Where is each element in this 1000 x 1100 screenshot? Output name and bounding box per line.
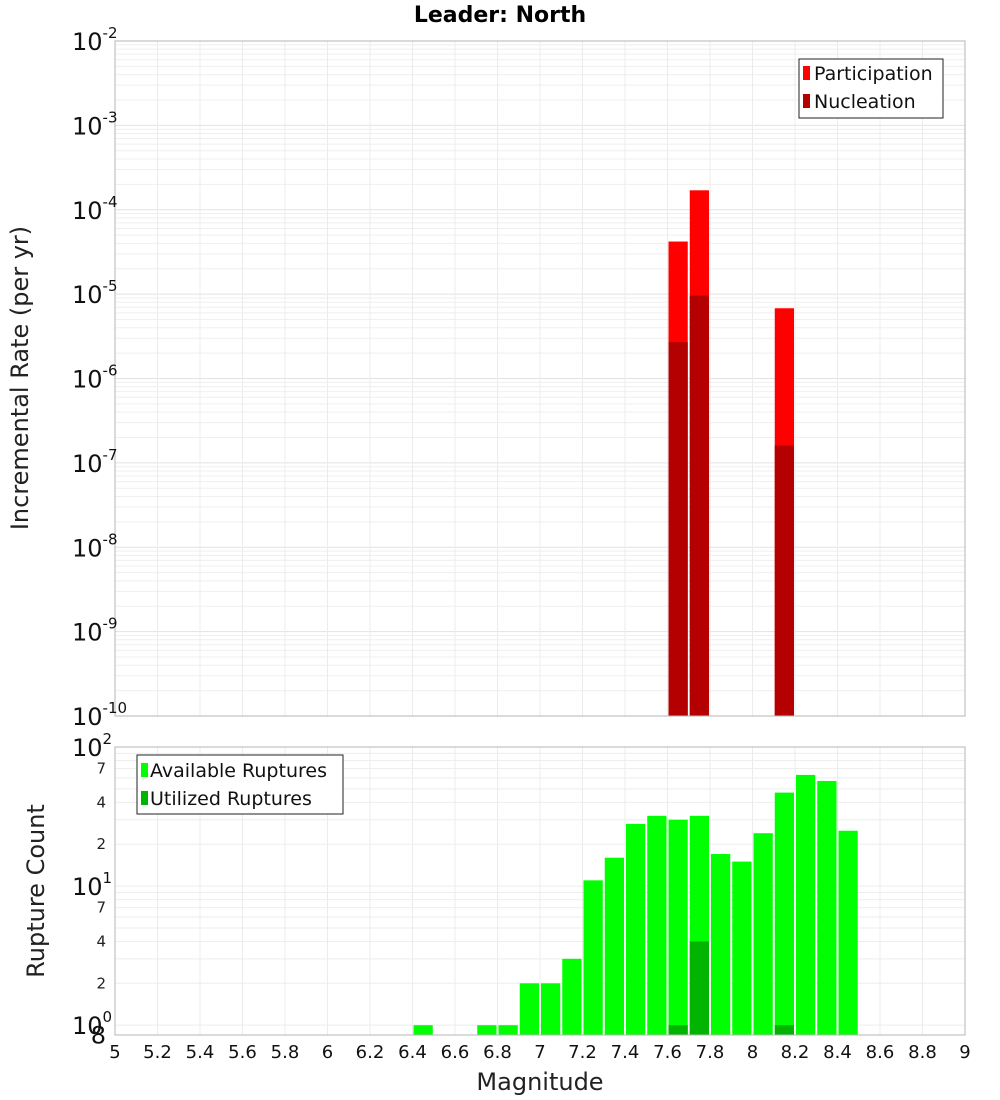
- top-legend: Participation Nucleation: [798, 58, 944, 119]
- bar-available-ruptures-7.15: [562, 958, 582, 1035]
- y-minor-tick-label: 7: [96, 760, 106, 778]
- x-tick-label: 5.8: [271, 1042, 300, 1063]
- legend-swatch-utilized: [141, 791, 148, 805]
- top-plot-bars: [668, 190, 794, 717]
- legend-label-nucleation: Nucleation: [814, 91, 916, 113]
- bar-nucleation-7.75: [689, 295, 709, 716]
- bar-available-ruptures-8.15: [774, 792, 794, 1035]
- y-tick-label: 10-5: [72, 277, 118, 309]
- bar-available-ruptures-6.75: [477, 1025, 497, 1035]
- bottom-plot-bars: [413, 774, 858, 1035]
- x-tick-label: 8.6: [866, 1042, 895, 1063]
- legend-label-available: Available Ruptures: [150, 760, 327, 782]
- bottom-plot-frame: [114, 746, 966, 1036]
- y-tick-label: 10-4: [72, 193, 118, 225]
- bar-available-ruptures-7.95: [732, 861, 752, 1035]
- y-minor-tick-label: 2: [96, 974, 106, 992]
- bar-available-ruptures-7.65: [668, 819, 688, 1035]
- bottom-legend-box: [136, 754, 344, 815]
- y-minor-tick-label: 2: [96, 835, 106, 853]
- bar-available-ruptures-8.45: [838, 830, 858, 1035]
- x-tick-label: 5.2: [143, 1042, 172, 1063]
- x-tick-label: 8.2: [781, 1042, 810, 1063]
- bar-nucleation-8.15: [774, 445, 794, 716]
- legend-swatch-participation: [803, 66, 810, 80]
- top-y-axis-label: Incremental Rate (per yr): [6, 226, 34, 530]
- y-minor-tick-label: 7: [96, 899, 106, 917]
- x-tick-label: 8: [747, 1042, 758, 1063]
- x-tick-label: 6.4: [398, 1042, 427, 1063]
- y-tick-label: 10-6: [72, 362, 118, 394]
- x-tick-label: 7.4: [611, 1042, 640, 1063]
- y-tick-label: 102: [72, 730, 112, 762]
- y-minor-tick-label: 4: [96, 932, 106, 950]
- bar-available-ruptures-7.25: [583, 880, 603, 1035]
- x-tick-label: 6: [322, 1042, 333, 1063]
- x-tick-label: 6.8: [483, 1042, 512, 1063]
- x-tick-label: 7: [534, 1042, 545, 1063]
- bar-utilized-ruptures-7.65: [668, 1025, 688, 1035]
- y-tick-label: 101: [72, 869, 112, 901]
- y-minor-tick-label: 4: [96, 793, 106, 811]
- y-tick-label: 10-3: [72, 108, 118, 140]
- bar-available-ruptures-7.45: [626, 823, 646, 1035]
- y-tick-label: 100: [72, 1008, 112, 1040]
- legend-label-utilized: Utilized Ruptures: [150, 788, 312, 810]
- y-tick-label: 10-9: [72, 615, 118, 647]
- x-tick-label: 8.4: [823, 1042, 852, 1063]
- chart-title: Leader: North: [414, 3, 586, 28]
- bar-available-ruptures-6.95: [519, 983, 539, 1035]
- bar-utilized-ruptures-8.15: [774, 1025, 794, 1035]
- top-legend-box: [798, 58, 944, 119]
- bar-available-ruptures-8.25: [796, 774, 816, 1035]
- y-tick-label: 10-8: [72, 530, 118, 562]
- x-tick-label: 7.8: [696, 1042, 725, 1063]
- y-tick-label: 10-10: [72, 699, 127, 731]
- bar-available-ruptures-6.45: [413, 1025, 433, 1035]
- x-tick-label: 7.2: [568, 1042, 597, 1063]
- x-tick-label: 5: [109, 1042, 120, 1063]
- x-tick-label: 9: [959, 1042, 970, 1063]
- y-tick-label: 10-7: [72, 446, 118, 478]
- bar-available-ruptures-7.35: [604, 857, 624, 1035]
- legend-swatch-available: [141, 763, 148, 777]
- top-plot-frame: [114, 40, 966, 717]
- x-tick-label: 6.2: [356, 1042, 385, 1063]
- x-axis-label: Magnitude: [476, 1068, 603, 1096]
- top-plot-grid: [114, 41, 966, 717]
- bar-available-ruptures-7.55: [647, 815, 667, 1035]
- bar-available-ruptures-8.35: [817, 780, 837, 1035]
- bottom-legend: Available Ruptures Utilized Ruptures: [136, 754, 344, 815]
- x-axis-ticks: 5 5.2 5.4 5.6 5.8 6 6.2 6.4 6.6 6.8 7 7.2 7.4 7.6 7.8 8…: [109, 1042, 970, 1063]
- x-tick-label: 8.8: [908, 1042, 937, 1063]
- x-tick-label: 5.6: [228, 1042, 257, 1063]
- bar-nucleation-7.65: [668, 342, 688, 716]
- bottom-y-axis-ticks: 100 101 102 8 2 4 7 2 4 7: [72, 730, 112, 1050]
- y-minor-tick-label: 8: [91, 1022, 106, 1050]
- bar-available-ruptures-7.85: [711, 854, 731, 1035]
- x-tick-label: 7.6: [653, 1042, 682, 1063]
- legend-swatch-nucleation: [803, 94, 810, 108]
- y-tick-label: 10-2: [72, 24, 118, 56]
- bar-utilized-ruptures-7.75: [689, 941, 709, 1035]
- bar-available-ruptures-7.05: [541, 983, 561, 1035]
- legend-label-participation: Participation: [814, 63, 933, 85]
- bar-available-ruptures-8.05: [753, 833, 773, 1035]
- x-tick-label: 6.6: [441, 1042, 470, 1063]
- x-tick-label: 5.4: [186, 1042, 215, 1063]
- bar-available-ruptures-6.85: [498, 1025, 518, 1035]
- top-y-axis-ticks: 10-10 10-9 10-8 10-7 10-6 10-5 10-4 10-3 10-2: [72, 24, 127, 731]
- bottom-y-axis-label: Rupture Count: [22, 804, 50, 978]
